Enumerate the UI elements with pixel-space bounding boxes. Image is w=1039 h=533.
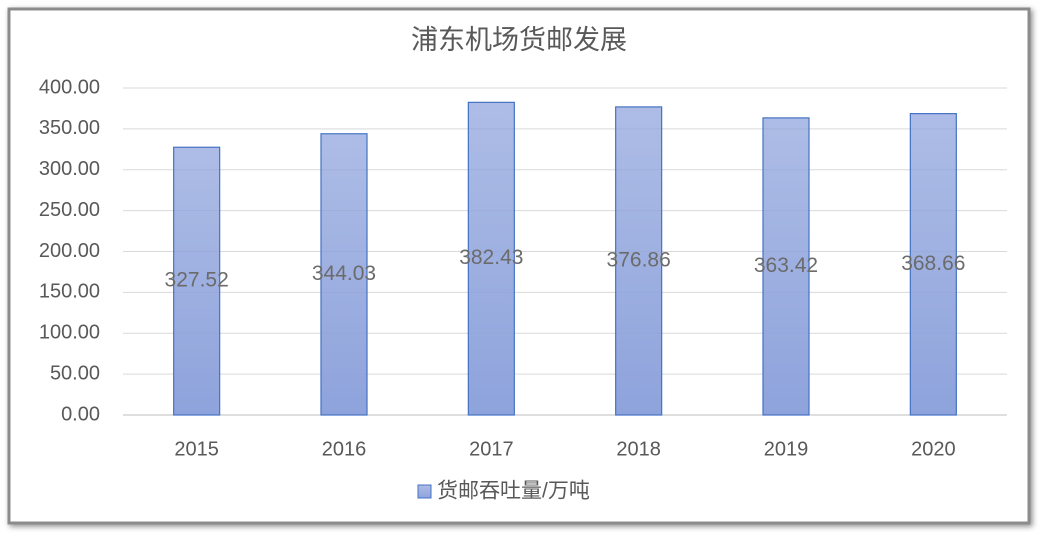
y-tick-label: 200.00 [39, 240, 100, 262]
bar [762, 117, 810, 416]
data-label: 344.03 [312, 262, 376, 285]
x-tick-label: 2016 [322, 438, 367, 460]
bar [173, 146, 221, 416]
x-tick-label: 2017 [469, 438, 514, 460]
x-tick-label: 2020 [911, 438, 956, 460]
x-tick-label: 2019 [764, 438, 809, 460]
data-label: 368.66 [901, 252, 965, 275]
data-label: 327.52 [165, 269, 229, 292]
bar [615, 106, 663, 416]
x-tick-label: 2015 [174, 438, 219, 460]
chart-title: 浦东机场货邮发展 [411, 25, 627, 55]
bar [320, 133, 368, 416]
y-tick-label: 300.00 [39, 158, 100, 180]
y-tick-label: 100.00 [39, 322, 100, 344]
x-tick-label: 2018 [616, 438, 661, 460]
y-tick-label: 350.00 [39, 117, 100, 139]
y-tick-label: 150.00 [39, 281, 100, 303]
y-tick-label: 400.00 [39, 76, 100, 98]
y-tick-label: 50.00 [50, 362, 100, 384]
bar [909, 113, 957, 416]
data-label: 363.42 [754, 254, 818, 277]
y-tick-label: 0.00 [61, 403, 100, 425]
data-label: 382.43 [459, 246, 523, 269]
y-tick-label: 250.00 [39, 199, 100, 221]
legend-label: 货邮吞吐量/万吨 [437, 480, 590, 503]
bar [467, 101, 515, 416]
legend-swatch [417, 484, 432, 499]
data-label: 376.86 [607, 249, 671, 272]
